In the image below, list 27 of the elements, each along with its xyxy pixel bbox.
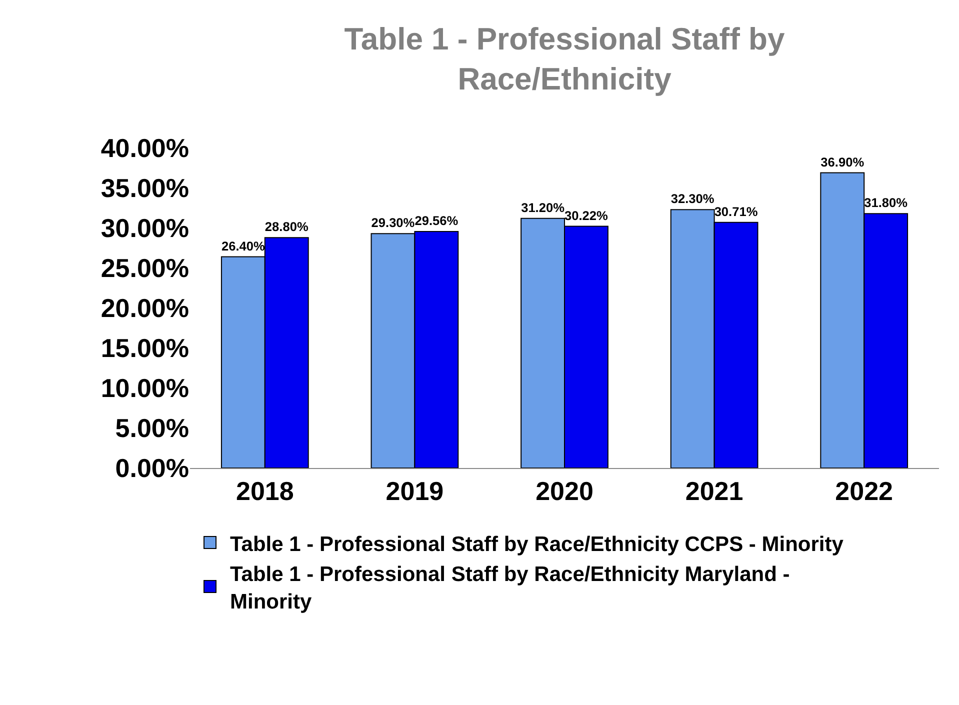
chart-title: Table 1 - Professional Staff by Race/Ethnicity [344,21,786,97]
y-tick-label: 20.00% [100,293,189,324]
y-tick-label: 15.00% [100,333,189,364]
y-tick-label: 0.00% [115,453,189,484]
legend-label: Table 1 - Professional Staff by Race/Ethnicity Maryland - Minority [230,563,790,614]
data-label: 32.30% [670,191,715,206]
y-tick-label: 30.00% [100,213,189,244]
data-label: 28.80% [264,219,309,234]
x-tick-label: 2021 [685,476,744,506]
data-label: 31.80% [864,195,908,210]
data-label: 30.71% [714,204,758,219]
y-tick-label: 5.00% [115,413,189,444]
y-tick-label: 25.00% [100,253,189,284]
x-tick-label: 2019 [386,476,444,506]
data-label: 29.56% [414,213,459,228]
y-tick-label: 40.00% [100,133,189,164]
y-tick-label: 10.00% [100,373,189,404]
data-label: 31.20% [521,200,566,215]
data-label: 29.30% [371,215,416,230]
x-tick-label: 2018 [236,476,294,506]
data-label: 30.22% [564,208,609,223]
x-tick-label: 2022 [835,476,894,506]
data-label: 26.40% [221,238,266,254]
y-tick-label: 35.00% [100,173,189,204]
legend-label: Table 1 - Professional Staff by Race/Ethnicity CCPS - Minority [230,532,844,556]
x-tick-label: 2020 [536,476,594,506]
data-label: 36.90% [820,154,865,170]
